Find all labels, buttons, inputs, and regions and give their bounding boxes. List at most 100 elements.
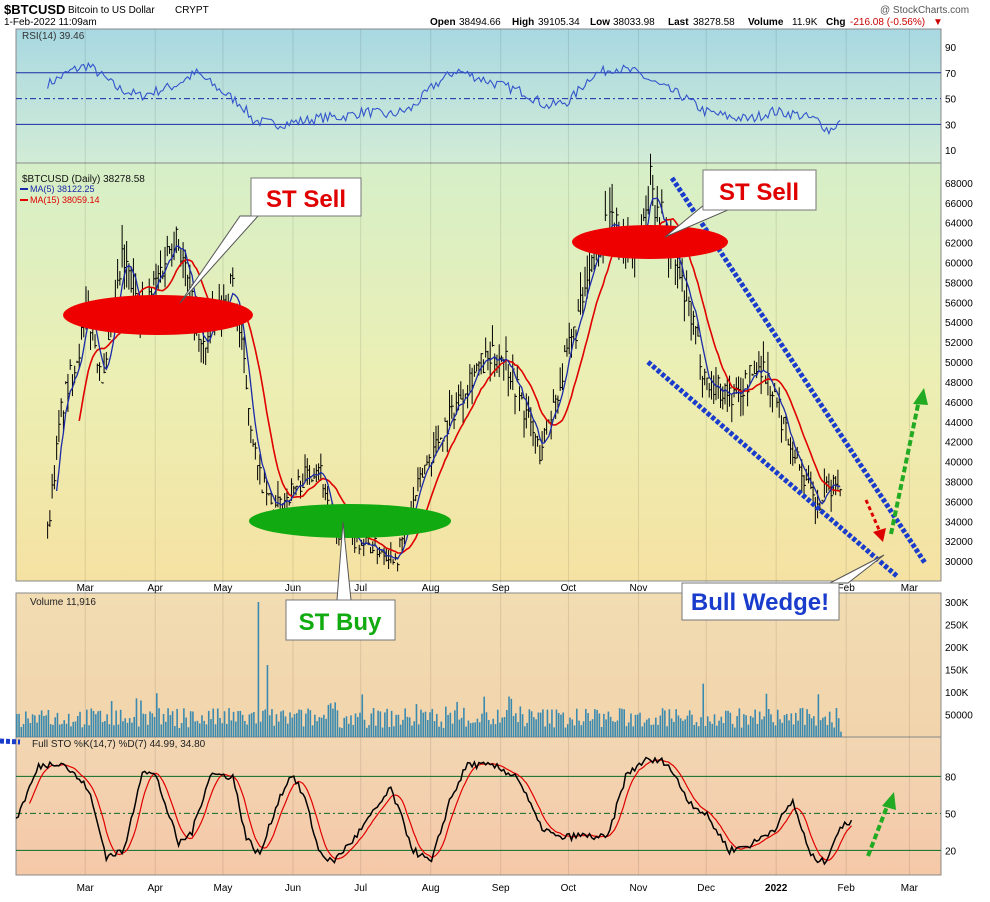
volume-bar (146, 724, 149, 737)
volume-bar (104, 721, 106, 737)
volume-bar (682, 720, 684, 737)
volume-bar (291, 717, 294, 737)
volume-bar (266, 665, 269, 737)
volume-bar (388, 726, 391, 737)
volume-bar (478, 722, 481, 737)
price-tick-label: 64000 (945, 219, 973, 230)
volume-bar (65, 723, 68, 737)
volume-bar (137, 726, 140, 737)
wedge-lower-line (646, 360, 900, 579)
volume-bar (655, 717, 657, 737)
volume-bar (160, 724, 163, 737)
volume-bar (408, 717, 411, 737)
volume-bar (804, 724, 806, 737)
volume-bar (752, 717, 754, 737)
price-tick-label: 38000 (945, 477, 973, 488)
volume-bar (302, 726, 305, 737)
volume-bar (810, 718, 813, 737)
volume-bar (167, 708, 169, 737)
volume-bar (262, 710, 264, 737)
volume-bar (225, 723, 228, 737)
low-label: Low (590, 17, 610, 28)
volume-bar (253, 711, 255, 737)
volume-bar (140, 700, 142, 737)
volume-bar (607, 711, 610, 737)
sto-tick-label: 20 (945, 846, 957, 857)
volume-bar (774, 725, 777, 737)
volume-bar (336, 710, 339, 737)
volume-bar (126, 722, 129, 737)
price-tick-label: 48000 (945, 378, 973, 389)
volume-bar (713, 714, 716, 737)
sto-tick-label: 50 (945, 809, 957, 820)
volume-bar (519, 706, 522, 737)
volume-bar (799, 708, 802, 737)
open-value: 38494.66 (459, 17, 501, 28)
volume-bar (395, 714, 397, 737)
volume-bar (695, 722, 698, 737)
volume-bar (831, 722, 833, 737)
price-x-tick-label: Jun (285, 583, 301, 594)
volume-bar (715, 725, 718, 737)
volume-tick-label: 150K (945, 666, 969, 677)
volume-bar (99, 710, 102, 737)
volume-bar (632, 726, 635, 737)
chart-header: $BTCUSD Bitcoin to US Dollar CRYPT 1-Feb… (4, 2, 969, 28)
volume-bar (36, 722, 38, 737)
volume-bar (155, 693, 158, 737)
volume-bar (180, 723, 183, 737)
volume-bar (677, 715, 680, 737)
ma5-line (55, 197, 841, 560)
volume-bar (343, 717, 346, 737)
volume-bar (693, 724, 695, 737)
volume-bar (548, 723, 551, 737)
volume-bar (20, 726, 23, 737)
volume-bar (115, 710, 117, 737)
volume-bar (553, 727, 556, 737)
volume-bar (323, 714, 325, 737)
volume-bar (241, 714, 244, 737)
volume-bar (781, 722, 784, 737)
volume-bar (555, 709, 558, 737)
volume-bar (29, 722, 32, 737)
price-x-tick-label: Mar (901, 583, 919, 594)
volume-bar (492, 718, 495, 737)
volume-bar (359, 712, 361, 737)
volume-bar (605, 719, 607, 737)
volume-bar (38, 714, 41, 737)
volume-bar (171, 711, 174, 737)
st-sell-ellipse-2 (572, 225, 728, 259)
volume-bar (52, 724, 54, 737)
volume-bar (729, 712, 732, 737)
price-tick-label: 44000 (945, 418, 973, 429)
stochastic-plot (15, 756, 941, 866)
volume-bar (688, 710, 691, 737)
volume-bar (273, 725, 276, 737)
volume-bar (743, 714, 745, 737)
volume-bar (347, 723, 350, 737)
volume-bar (634, 714, 637, 737)
sto-k-line (15, 756, 853, 866)
volume-bar (451, 723, 454, 737)
volume-bar (16, 713, 18, 737)
volume-bar (440, 721, 443, 737)
volume-bar (244, 720, 246, 737)
volume-bar (128, 718, 131, 737)
volume-bar (72, 721, 75, 737)
price-tick-label: 60000 (945, 259, 973, 270)
price-tick-label: 46000 (945, 398, 973, 409)
volume-bar (219, 717, 221, 737)
volume-bar (603, 713, 605, 737)
price-x-tick-label: Oct (561, 583, 577, 594)
volume-bar (338, 727, 341, 737)
volume-bar (709, 721, 711, 737)
chg-down-icon: ▼ (933, 17, 943, 28)
st-buy-callout (285, 599, 396, 641)
volume-bar (192, 711, 194, 737)
volume-bar (379, 711, 382, 737)
volume-bar (97, 711, 99, 737)
x-tick-label: Jun (285, 883, 301, 894)
volume-bar (573, 725, 576, 737)
volume-bar (420, 709, 422, 737)
st-sell-text-1: ST Sell (266, 186, 346, 213)
